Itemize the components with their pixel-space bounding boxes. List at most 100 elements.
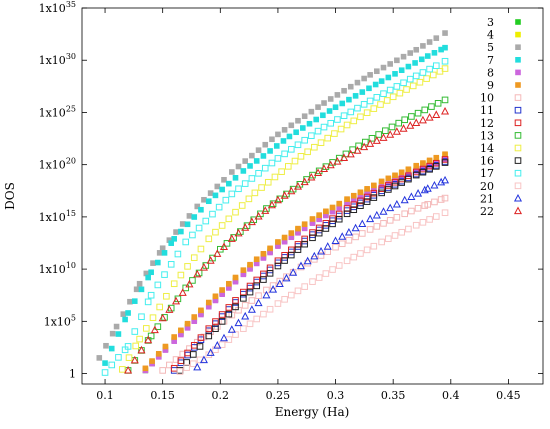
y-tick-label: 1x1010 — [39, 261, 76, 276]
data-point-interp — [350, 192, 357, 199]
data-point — [401, 116, 408, 124]
data-point-interp — [174, 250, 182, 258]
data-point-interp — [189, 231, 196, 239]
data-point-interp — [432, 62, 440, 70]
data-point-interp — [212, 228, 219, 236]
data-point-interp — [206, 348, 215, 356]
data-point-interp — [253, 260, 260, 267]
data-point — [205, 299, 212, 306]
data-point-interp — [412, 60, 418, 66]
legend-marker — [514, 132, 522, 139]
data-point-interp — [214, 183, 221, 190]
data-point-interp — [317, 252, 325, 259]
legend-label: 5 — [487, 41, 494, 54]
data-point-interp — [358, 230, 366, 237]
x-tick-label: 0.15 — [150, 389, 175, 402]
data-point-interp — [288, 234, 295, 241]
data-point-interp — [405, 175, 412, 183]
data-point-interp — [266, 270, 274, 277]
data-point — [343, 121, 351, 129]
y-tick-label: 1x1035 — [39, 0, 76, 15]
data-point-interp — [198, 307, 204, 314]
data-point-interp — [373, 223, 381, 230]
data-point-interp — [346, 149, 355, 158]
legend-marker — [514, 157, 522, 164]
data-point — [240, 271, 247, 278]
data-point — [343, 257, 351, 265]
data-point-interp — [183, 364, 190, 371]
data-point — [102, 360, 108, 366]
data-point-interp — [247, 305, 256, 313]
data-point-interp — [289, 268, 298, 276]
y-tick-base: 1 — [69, 368, 76, 381]
data-point-interp — [313, 168, 323, 177]
data-point-interp — [392, 172, 398, 179]
data-point-interp — [103, 342, 109, 349]
data-point-interp — [260, 270, 267, 278]
data-point-interp — [219, 287, 225, 293]
data-point-interp — [329, 220, 336, 228]
data-point — [159, 245, 166, 252]
data-point-interp — [357, 202, 364, 209]
data-point-interp — [179, 221, 186, 227]
data-point-interp — [358, 219, 367, 228]
data-point-interp — [155, 259, 161, 266]
data-point-interp — [338, 232, 347, 240]
data-point-interp — [161, 271, 168, 278]
data-point-interp — [226, 285, 232, 291]
data-point-interp — [293, 182, 303, 190]
legend-label: 4 — [487, 29, 494, 42]
data-point — [296, 261, 306, 270]
data-point-interp — [234, 228, 243, 237]
data-point-interp — [281, 238, 288, 245]
data-point — [229, 169, 235, 175]
data-point-interp — [247, 217, 256, 226]
data-point-interp — [426, 39, 433, 45]
data-point-interp — [372, 81, 379, 88]
data-point-interp — [388, 123, 396, 131]
data-point-interp — [196, 356, 204, 364]
data-point-interp — [267, 148, 273, 154]
data-point-interp — [138, 313, 145, 321]
data-point-interp — [232, 208, 239, 216]
data-point-interp — [218, 311, 226, 318]
data-point — [251, 189, 259, 197]
data-point — [227, 234, 236, 242]
data-point-interp — [408, 113, 415, 120]
data-point-interp — [315, 274, 323, 281]
data-point-interp — [385, 175, 392, 182]
data-point — [366, 139, 375, 147]
data-point-interp — [115, 331, 122, 337]
data-point — [193, 269, 202, 278]
data-point-interp — [405, 172, 412, 180]
data-point-interp — [219, 291, 225, 297]
data-point — [331, 236, 340, 245]
data-point-interp — [405, 166, 412, 173]
data-point-interp — [260, 310, 267, 318]
y-tick-base: 1x10 — [39, 159, 66, 172]
data-point-interp — [431, 198, 438, 206]
data-point-interp — [260, 153, 267, 159]
data-point-interp — [399, 124, 408, 132]
data-point-interp — [437, 177, 446, 186]
data-point — [441, 209, 449, 217]
data-point-interp — [253, 158, 260, 164]
data-point-interp — [121, 346, 129, 354]
data-point-interp — [232, 303, 239, 311]
data-point — [193, 362, 202, 371]
data-point — [275, 243, 281, 249]
data-point — [171, 338, 177, 344]
data-point-interp — [366, 85, 372, 92]
data-point — [240, 325, 247, 332]
data-point-interp — [432, 213, 440, 220]
data-point-interp — [221, 176, 227, 183]
data-point-interp — [190, 360, 197, 368]
data-point — [344, 196, 350, 202]
data-point-interp — [212, 293, 219, 300]
data-point — [412, 171, 420, 179]
data-point-interp — [363, 193, 371, 201]
y-tick-label: 1x1025 — [39, 104, 76, 119]
data-point — [441, 96, 449, 104]
data-point-interp — [387, 61, 393, 67]
